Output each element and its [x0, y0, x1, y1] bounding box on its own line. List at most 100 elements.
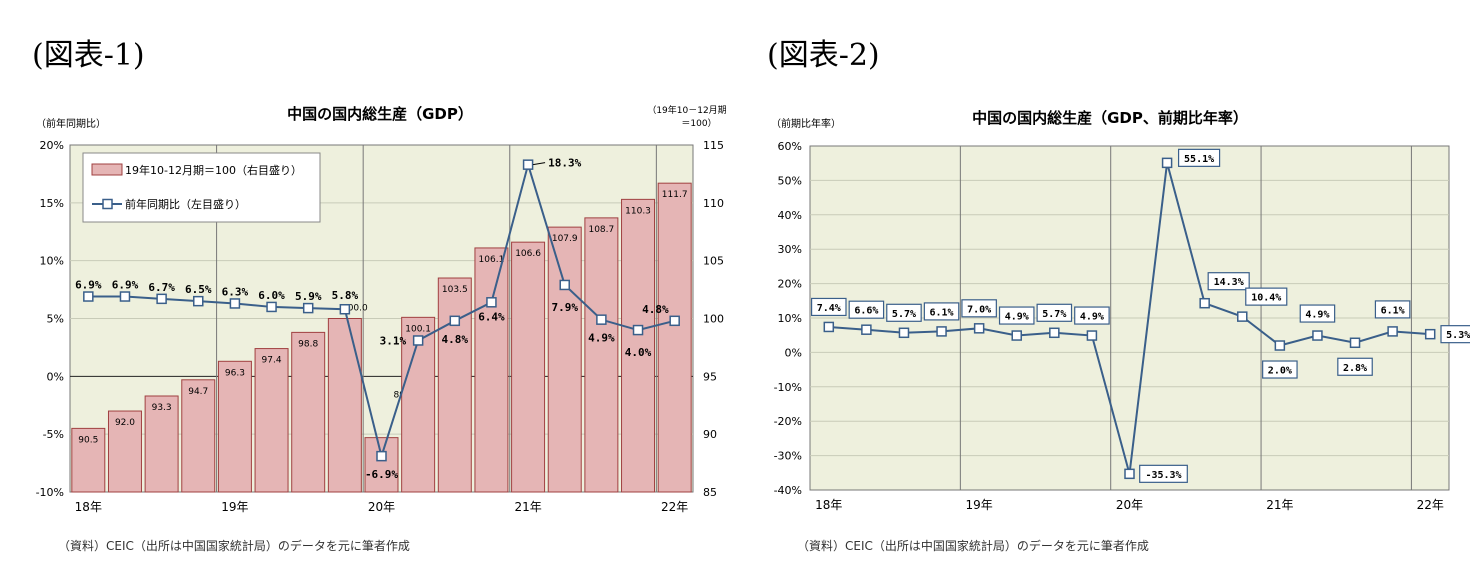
- line-point-marker: [83, 291, 94, 302]
- bar-value-label: 100.1: [405, 324, 431, 334]
- bar: [71, 427, 106, 493]
- x-tick-label: 18年: [75, 500, 102, 514]
- data-label-box: [998, 306, 1035, 325]
- line-point-marker: [522, 159, 534, 170]
- gdp-bar-line-chart: 中国の国内総生産（GDP） （前年同期比） （19年10－12月期 ＝100） 20% 1…: [36, 104, 727, 514]
- bar: [107, 410, 142, 493]
- right-tick-label: 95: [703, 370, 717, 383]
- line-point-marker: [1424, 328, 1436, 340]
- line-value-label: 4.0%: [625, 346, 652, 359]
- line-point-marker: [1199, 297, 1210, 309]
- line-value-label: 6.0%: [258, 289, 285, 302]
- line-point-marker: [1312, 330, 1323, 341]
- data-label: 4.9%: [1005, 312, 1029, 323]
- y-tick-label: 30%: [778, 243, 802, 256]
- right-axis-label-unit: ＝100）: [681, 118, 716, 129]
- data-label: 2.8%: [1343, 363, 1367, 374]
- left-tick-label: 10%: [40, 255, 64, 268]
- line-point-marker: [229, 298, 241, 309]
- chart1-panel: 中国の国内総生産（GDP） （前年同期比） （19年10－12月期 ＝100） 20% 1…: [30, 95, 730, 525]
- left-tick-label: 15%: [40, 197, 64, 210]
- y-tick-label: 0%: [785, 346, 802, 359]
- line-value-label: 5.9%: [295, 290, 322, 303]
- x-tick-label: 18年: [815, 498, 842, 512]
- data-label-box: [810, 297, 847, 317]
- bar: [364, 437, 399, 493]
- x-tick-label: 22年: [661, 500, 688, 514]
- bar-value-label: 90.5: [78, 435, 98, 445]
- line-point-marker: [1124, 468, 1135, 480]
- line-point-marker: [412, 335, 424, 346]
- right-tick-label: 110: [703, 197, 724, 210]
- left-tick-label: 5%: [47, 313, 64, 326]
- line-point-marker: [119, 291, 131, 302]
- data-label: 5.7%: [892, 309, 916, 320]
- line-point-marker: [861, 324, 872, 335]
- line-value-label: -6.9%: [365, 468, 398, 481]
- left-tick-label: -10%: [36, 486, 64, 499]
- legend-line-marker: [102, 198, 113, 210]
- data-label: 6.6%: [854, 306, 878, 317]
- line-point-marker: [1011, 330, 1022, 341]
- bar: [327, 318, 362, 493]
- line-point-marker: [669, 315, 680, 327]
- bar: [621, 198, 656, 493]
- y-axis-label: （前期比年率）: [771, 117, 841, 130]
- right-tick-label: 105: [703, 255, 724, 268]
- legend: 19年10-12月期＝100（右目盛り） 前年同期比（左目盛り）: [82, 152, 321, 223]
- data-label: 55.1%: [1184, 154, 1214, 165]
- data-label-box: [923, 302, 960, 321]
- gdp-qoq-line-chart: 中国の国内総生産（GDP、前期比年率） （前期比年率） 60% 50% 40% 30% 20…: [771, 109, 1470, 512]
- line-value-label: 7.9%: [551, 301, 578, 314]
- bar-value-label: 106.6: [515, 249, 541, 259]
- data-label-box: [1440, 325, 1470, 344]
- bar-value-label: 98.8: [298, 339, 318, 349]
- line-point-marker: [486, 297, 497, 308]
- y-tick-label: -30%: [774, 450, 802, 463]
- bar: [584, 217, 619, 493]
- line-value-label: 4.8%: [442, 333, 469, 346]
- bar-value-label: 106.1: [479, 255, 505, 265]
- bar-value-label: 92.0: [115, 418, 135, 428]
- data-label: 6.1%: [1381, 305, 1405, 316]
- bar-value-label: 110.3: [625, 206, 651, 216]
- chart2-panel: 中国の国内総生産（GDP、前期比年率） （前期比年率） 60% 50% 40% 30% 20…: [765, 95, 1470, 525]
- bar-value-label: 93.3: [152, 403, 172, 413]
- x-tick-label: 19年: [221, 500, 248, 514]
- left-axis-label: （前年同期比）: [36, 117, 106, 130]
- legend-line-label: 前年同期比（左目盛り）: [125, 197, 246, 211]
- line-value-label: 6.3%: [222, 285, 249, 298]
- bar: [657, 182, 692, 493]
- data-label-box: [1262, 360, 1298, 379]
- right-tick-label: 100: [703, 313, 724, 326]
- y-tick-label: -20%: [774, 415, 802, 428]
- line-point-marker: [1349, 337, 1361, 349]
- data-label: 4.9%: [1080, 312, 1104, 323]
- data-label-box: [1036, 303, 1073, 322]
- bar-value-label: 96.3: [225, 368, 245, 378]
- data-label: 6.1%: [930, 307, 954, 318]
- line-value-label: 6.4%: [478, 310, 505, 323]
- y-tick-label: -10%: [774, 381, 802, 394]
- figure1-source-note: （資料）CEIC（出所は中国国家統計局）のデータを元に筆者作成: [58, 539, 410, 553]
- data-label-box: [1177, 148, 1221, 167]
- right-tick-label: 85: [703, 486, 717, 499]
- axes: 60% 50% 40% 30% 20% 10% 0% -10% -20% -30% -40% 18年 1…: [774, 140, 1449, 512]
- y-tick-label: -40%: [774, 484, 802, 497]
- data-label-box: [1374, 300, 1411, 319]
- line-point-marker: [1086, 330, 1098, 341]
- left-tick-label: -5%: [43, 428, 64, 441]
- line-point-marker: [898, 327, 910, 339]
- right-tick-label: 90: [703, 428, 717, 441]
- bar: [217, 360, 252, 493]
- right-axis-label: （19年10－12月期: [647, 104, 726, 116]
- bar-value-label: 103.5: [442, 285, 468, 295]
- x-tick-label: 22年: [1417, 498, 1444, 512]
- data-label-box: [1074, 306, 1110, 325]
- x-tick-label: 20年: [368, 500, 395, 514]
- right-tick-label: 115: [703, 139, 724, 152]
- bar: [144, 395, 179, 493]
- data-label-box: [1337, 357, 1373, 376]
- figure2-heading: (図表-2): [767, 38, 880, 73]
- line-point-marker: [193, 295, 204, 307]
